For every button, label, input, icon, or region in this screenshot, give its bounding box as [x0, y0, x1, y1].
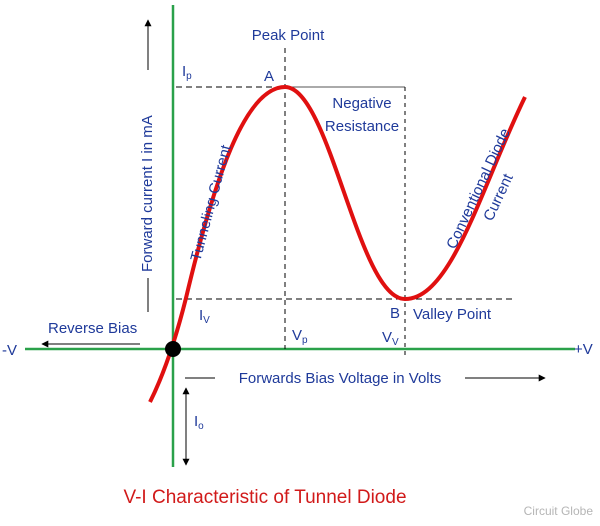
x-axis-label: Forwards Bias Voltage in Volts [239, 370, 442, 387]
resistance: Resistance [325, 118, 399, 135]
origin [165, 341, 181, 357]
negative: Negative [332, 95, 391, 112]
minus-v: -V [2, 342, 17, 359]
vp-label: Vp [292, 327, 308, 346]
vi-curve [148, 84, 527, 403]
peak-point: Peak Point [252, 27, 325, 44]
vv-label: VV [382, 329, 399, 348]
plus-v: +V [574, 341, 593, 358]
watermark: Circuit Globe [524, 504, 594, 518]
io-label: Io [194, 413, 204, 432]
title: V-I Characteristic of Tunnel Diode [123, 487, 406, 508]
point-b: B [390, 305, 400, 322]
ip-label: Ip [182, 63, 192, 82]
point-a: A [264, 68, 274, 85]
iv-label: IV [199, 307, 210, 326]
reverse-bias: Reverse Bias [48, 320, 137, 337]
valley-point: Valley Point [413, 306, 492, 323]
y-axis-label: Forward current I in mA [139, 115, 156, 272]
tunneling-current: Tunneling Current [187, 142, 235, 263]
